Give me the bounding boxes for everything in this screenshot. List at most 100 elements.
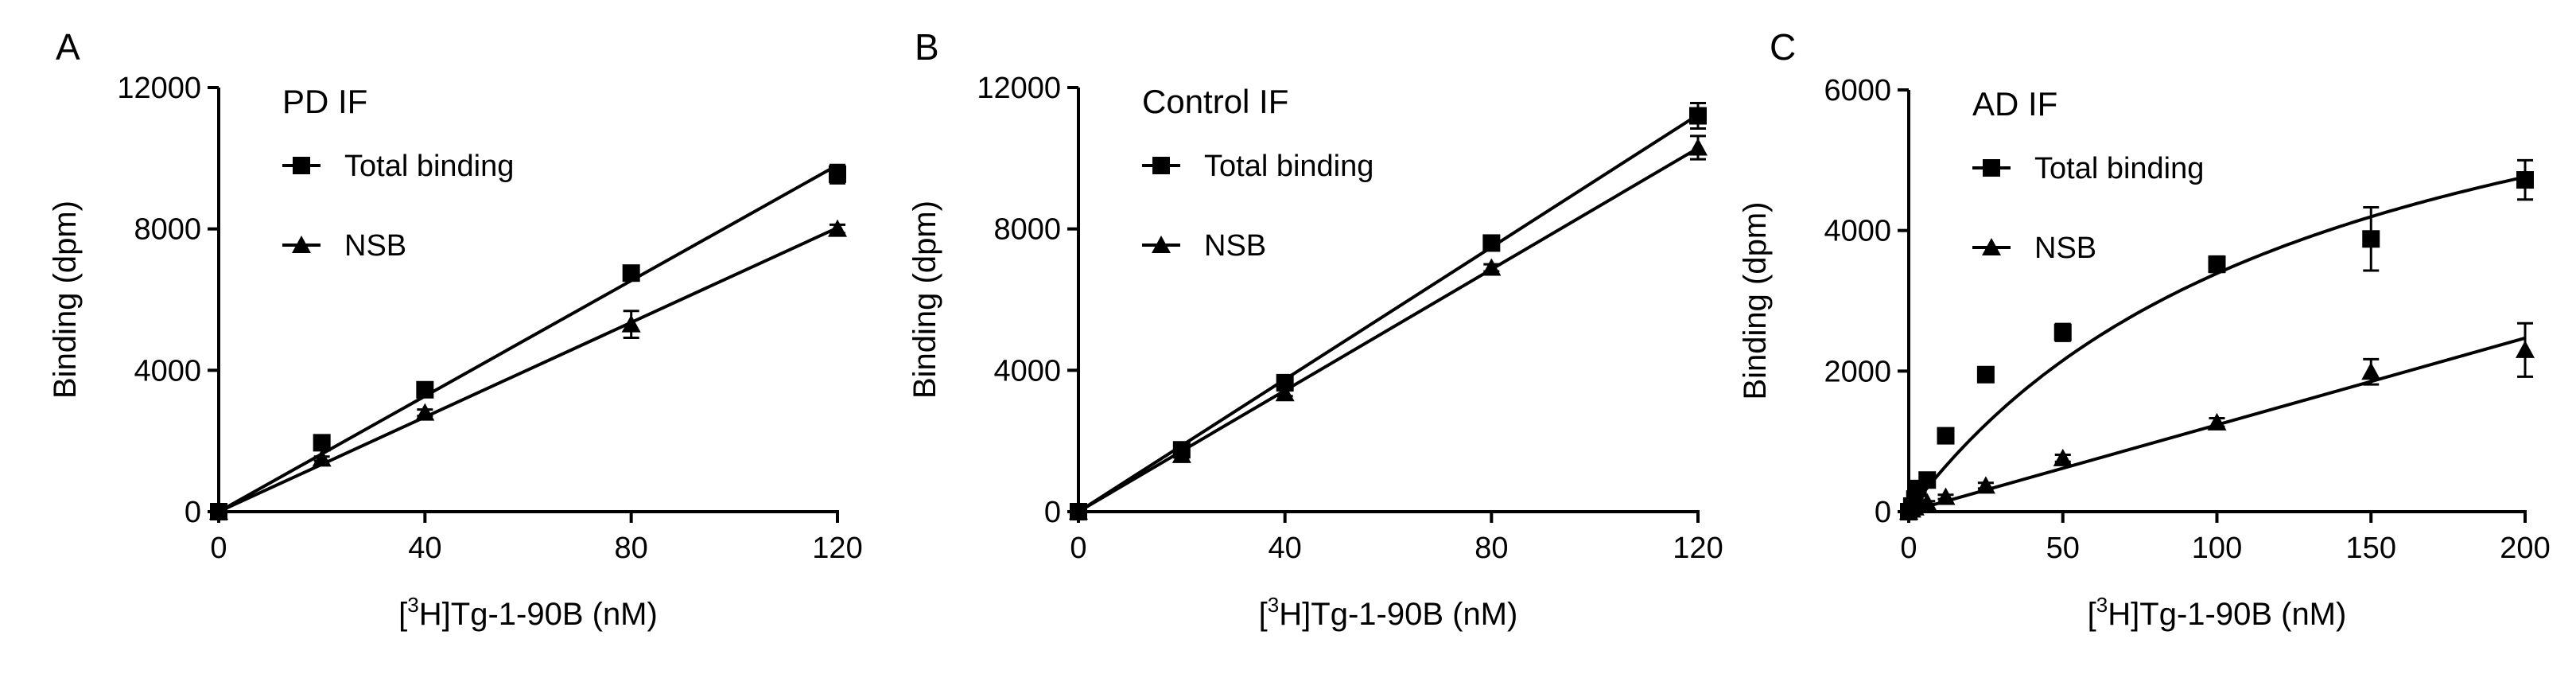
data-point — [313, 434, 331, 452]
legend-marker — [1983, 159, 2000, 177]
data-point — [2207, 412, 2227, 431]
data-point — [2208, 255, 2226, 274]
x-axis-label-post: H]Tg-1-90B (nM) — [1279, 597, 1517, 632]
chart-inset-title: Control IF — [1142, 83, 1288, 120]
legend-marker — [292, 236, 311, 253]
y-tick-label: 2000 — [1824, 355, 1891, 388]
legend-marker — [1982, 238, 2001, 255]
fit-line — [218, 226, 838, 513]
panel-label: A — [56, 26, 80, 68]
data-point — [1171, 445, 1191, 463]
x-tick-label: 50 — [2046, 532, 2080, 565]
chart-inset-title: PD IF — [282, 83, 367, 120]
legend-marker — [1152, 236, 1171, 253]
x-tick-label: 80 — [1474, 532, 1508, 565]
data-point — [1482, 234, 1501, 252]
y-tick-label: 6000 — [1824, 74, 1891, 107]
legend-marker — [1152, 157, 1170, 174]
x-tick-label: 120 — [1673, 532, 1723, 565]
chart-inset-title: AD IF — [1972, 85, 2057, 123]
data-point — [1937, 427, 1955, 445]
y-axis-label: Binding (dpm) — [48, 201, 83, 399]
legend-label: NSB — [2034, 232, 2096, 265]
data-point — [1976, 476, 1995, 494]
x-axis-label: [3H]Tg-1-90B (nM) — [1259, 593, 1518, 632]
x-tick-label: 0 — [1900, 532, 1917, 565]
x-axis-label: [3H]Tg-1-90B (nM) — [398, 593, 658, 632]
x-tick-label: 200 — [2500, 532, 2550, 565]
data-point — [1917, 493, 1937, 511]
data-point — [1976, 365, 1995, 384]
data-point — [622, 264, 640, 282]
series-triangle — [209, 219, 847, 520]
fit-line — [1077, 146, 1700, 513]
data-point — [829, 165, 846, 183]
y-tick-label: 4000 — [1824, 215, 1891, 248]
data-point — [1689, 107, 1707, 125]
data-point — [2053, 323, 2072, 341]
y-tick-label: 0 — [185, 496, 201, 529]
series-triangle — [1899, 321, 2535, 520]
data-point — [416, 380, 434, 399]
series-square — [1900, 158, 2534, 520]
y-tick-label: 12000 — [977, 72, 1061, 105]
data-point — [1069, 502, 1088, 520]
data-point — [2053, 448, 2073, 466]
x-axis-label: [3H]Tg-1-90B (nM) — [2088, 593, 2347, 632]
y-tick-label: 8000 — [134, 213, 201, 247]
fit-line — [218, 163, 838, 513]
x-axis-label-sup: 3 — [2096, 593, 2108, 617]
x-tick-label: 80 — [615, 532, 648, 565]
fit-line — [1907, 175, 2526, 513]
x-tick-label: 100 — [2192, 532, 2242, 565]
series-triangle — [1069, 134, 1708, 520]
y-tick-label: 0 — [1044, 496, 1061, 529]
data-point — [1936, 487, 1956, 505]
x-tick-label: 120 — [812, 532, 862, 565]
legend-label: NSB — [344, 229, 406, 263]
data-point — [2362, 230, 2380, 248]
x-tick-label: 40 — [408, 532, 441, 565]
fit-line — [1077, 113, 1700, 513]
x-tick-label: 150 — [2346, 532, 2396, 565]
data-point — [1275, 384, 1295, 402]
y-tick-label: 0 — [1875, 496, 1891, 529]
data-point — [2361, 362, 2381, 380]
series-square — [210, 163, 846, 520]
data-point — [1688, 138, 1708, 156]
panel-label: B — [915, 26, 939, 68]
legend-marker — [293, 157, 310, 174]
data-point — [2516, 340, 2535, 358]
x-axis-label-pre: [ — [2088, 597, 2096, 632]
legend-label: Total binding — [2034, 152, 2204, 185]
legend-label: Total binding — [1204, 150, 1373, 183]
x-axis-label-pre: [ — [1259, 597, 1268, 632]
x-axis-label-pre: [ — [398, 597, 407, 632]
data-point — [415, 403, 435, 421]
y-axis-label: Binding (dpm) — [907, 201, 942, 399]
chart-panel-b: B 0 40 80 120 0 4000 8000 12000 Binding (dpm) [3H]… — [907, 26, 1723, 632]
legend-label: Total binding — [344, 150, 514, 183]
y-tick-label: 4000 — [134, 354, 201, 388]
x-axis-label-post: H]Tg-1-90B (nM) — [419, 597, 658, 632]
x-axis-label-post: H]Tg-1-90B (nM) — [2108, 597, 2346, 632]
data-point — [312, 449, 332, 467]
y-tick-label: 12000 — [117, 72, 201, 105]
data-point — [2516, 171, 2534, 189]
chart-panel-a: A 0 40 80 120 0 4000 8000 12000 Binding (dpm) [3H]… — [48, 26, 863, 632]
data-point — [621, 314, 641, 333]
y-tick-label: 4000 — [993, 354, 1061, 388]
legend-label: NSB — [1204, 229, 1266, 263]
data-point — [209, 502, 228, 520]
panel-label: C — [1770, 26, 1796, 68]
data-point — [1918, 471, 1937, 489]
y-axis-label: Binding (dpm) — [1738, 201, 1773, 399]
x-axis-label-sup: 3 — [1268, 593, 1279, 617]
y-tick-label: 8000 — [993, 213, 1061, 247]
x-tick-label: 0 — [1070, 532, 1086, 565]
x-tick-label: 40 — [1269, 532, 1302, 565]
x-axis-label-sup: 3 — [407, 593, 418, 617]
data-point — [828, 219, 847, 237]
